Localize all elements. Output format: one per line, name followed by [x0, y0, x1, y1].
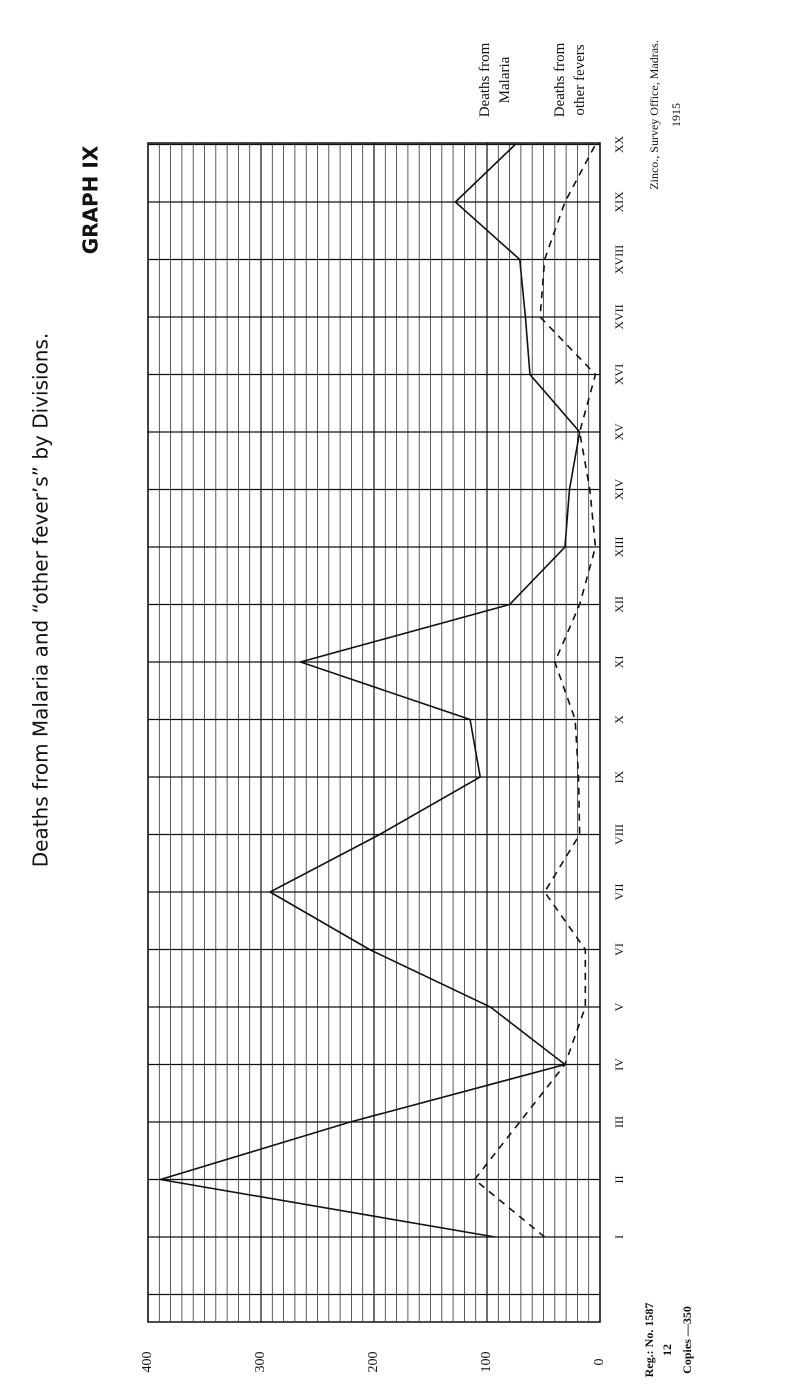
division-label: XIV	[612, 479, 626, 501]
legend-label: Deaths from Malaria	[477, 42, 513, 117]
division-label: III	[612, 1116, 626, 1128]
division-label: XV	[612, 423, 626, 441]
value-tick-label: 300	[253, 1352, 268, 1373]
copies-note: Copies —350	[680, 1306, 694, 1374]
series-line	[160, 143, 581, 1238]
chart-title: Deaths from Malaria and “other fever’s” …	[29, 333, 53, 868]
division-label: XIII	[612, 537, 626, 558]
division-label: IV	[612, 1058, 626, 1071]
printer-note: Zinco., Survey Office, Madras.	[647, 40, 661, 189]
division-label: X	[612, 715, 626, 724]
division-label: XVII	[612, 304, 626, 329]
division-label: XX	[612, 136, 626, 154]
value-tick-label: 0	[592, 1359, 607, 1366]
division-label: XVIII	[612, 245, 626, 274]
value-tick-label: 100	[479, 1352, 494, 1373]
value-tick-label: 400	[140, 1352, 155, 1373]
division-label: XIX	[612, 191, 626, 213]
division-label: V	[612, 1002, 626, 1011]
value-tick-label: 200	[366, 1352, 381, 1373]
series-line	[473, 144, 597, 1238]
legend-label: Deaths from other fevers	[552, 42, 588, 117]
division-label: I	[612, 1235, 626, 1239]
division-label: VII	[612, 884, 626, 901]
division-label: XI	[612, 656, 626, 669]
division-label: VI	[612, 943, 626, 956]
year-note: 1915	[669, 103, 683, 127]
division-label: XII	[612, 596, 626, 613]
reg-number-note: 12	[660, 1344, 674, 1356]
division-label: II	[612, 1176, 626, 1184]
reg-note: Reg.: No. 1587	[642, 1303, 656, 1378]
chart-subtitle: GRAPH IX	[79, 145, 103, 254]
division-label: XVI	[612, 364, 626, 385]
division-label: IX	[612, 770, 626, 783]
division-label: VIII	[612, 824, 626, 845]
